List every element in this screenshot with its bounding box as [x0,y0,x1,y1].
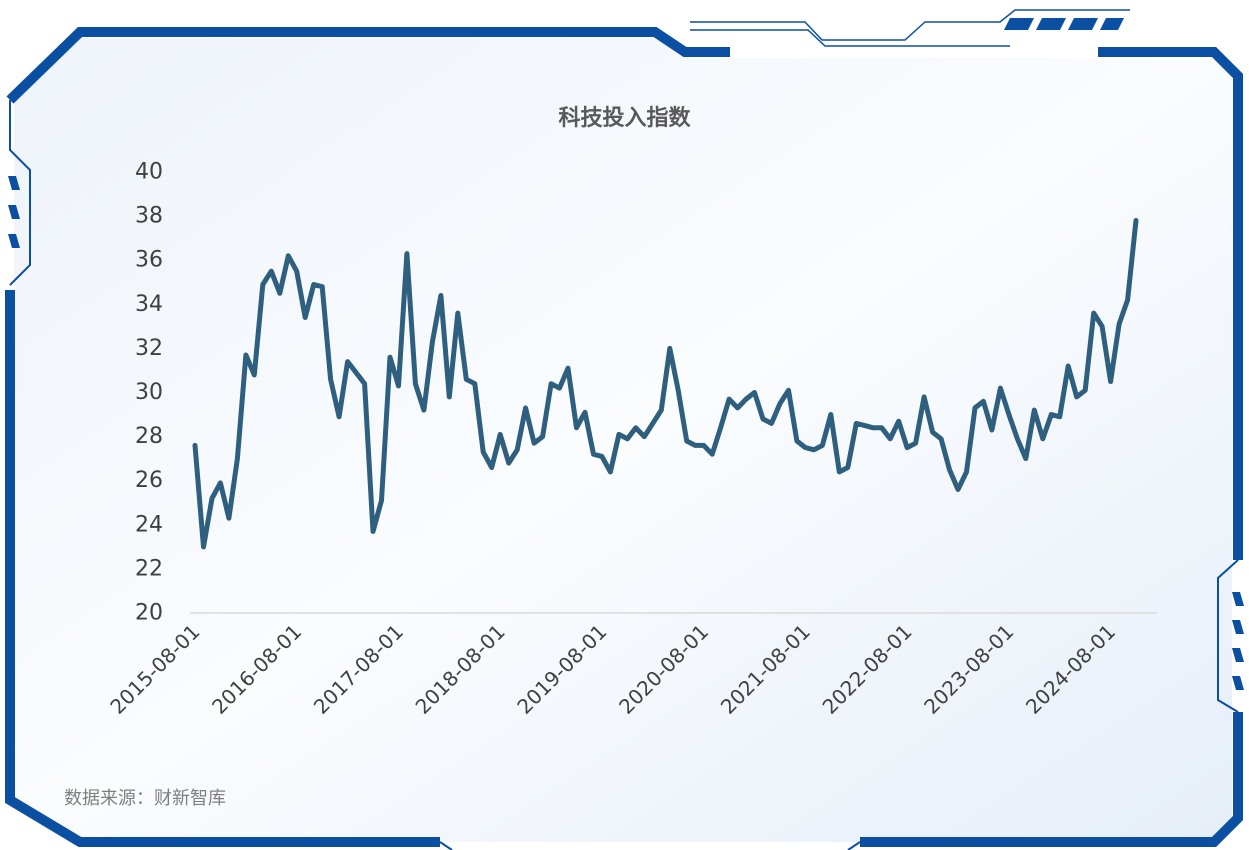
frame-top-lines [690,9,1130,41]
x-tick-label: 2017-08-01 [309,620,408,719]
y-tick-label: 24 [135,512,163,537]
y-tick-label: 40 [135,160,163,185]
series-line [192,218,1139,550]
frame-right-accent [1217,559,1239,713]
x-axis: 2015-08-01 2016-08-01 2017-08-01 2018-08-01… [105,620,1120,719]
x-tick-label: 2021-08-01 [716,620,815,719]
x-tick-label: 2024-08-01 [1021,620,1120,719]
y-tick-label: 38 [135,204,163,229]
x-tick-label: 2023-08-01 [919,620,1018,719]
panel-background [14,38,1232,842]
y-tick-label: 28 [135,424,163,449]
x-tick-label: 2016-08-01 [207,620,306,719]
y-tick-label: 20 [135,601,163,626]
frame-top-lines-2 [690,29,1010,47]
frame-top-right [1098,47,1243,560]
y-tick-label: 26 [135,468,163,493]
y-tick-label: 32 [135,336,163,361]
frame-dash-marks [8,18,1244,690]
y-tick-label: 34 [135,292,163,317]
frame-bottom-right [860,712,1243,847]
chart-title: 科技投入指数 [558,106,691,131]
x-tick-label: 2018-08-01 [411,620,510,719]
x-tick-label: 2020-08-01 [614,620,713,719]
x-tick-label: 2022-08-01 [818,620,917,719]
x-tick-label: 2015-08-01 [105,620,204,719]
frame-left-accent [9,100,31,286]
series-layer [192,218,1139,550]
frame-top-left [6,27,730,104]
y-tick-label: 30 [135,380,163,405]
chart-source-note: 数据来源：财新智库 [64,788,226,809]
frame-bottom-left [4,290,440,847]
y-axis: 20 22 24 26 28 30 32 34 36 38 40 [135,160,163,626]
frame-bottom-ticks [439,841,861,850]
y-tick-label: 36 [135,248,163,273]
y-tick-label: 22 [135,556,163,581]
x-tick-label: 2019-08-01 [512,620,611,719]
